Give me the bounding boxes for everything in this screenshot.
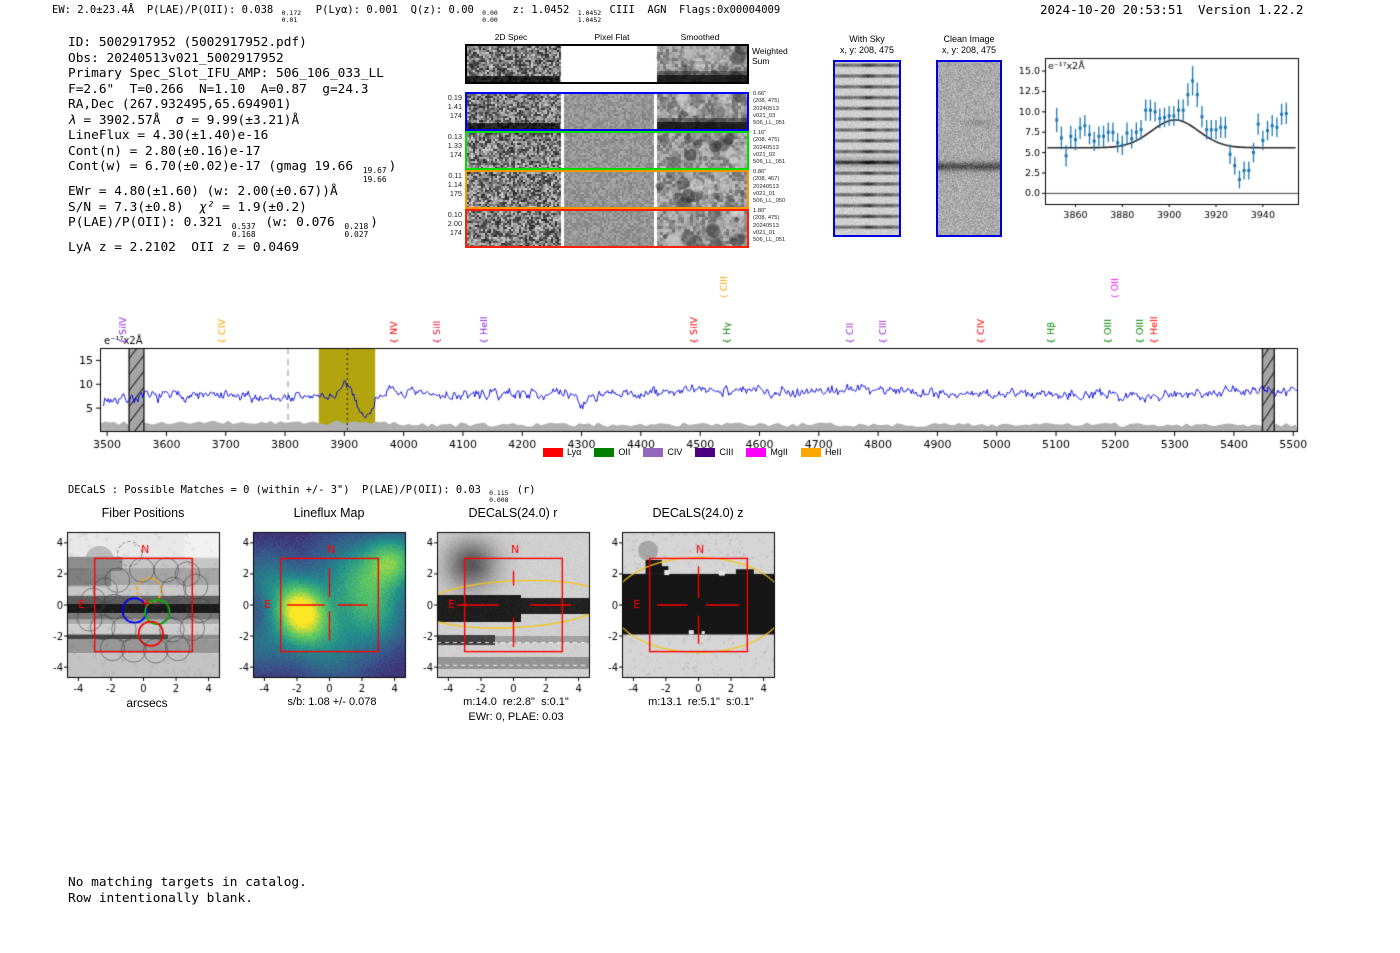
stacked-fraction: 19.67 19.66 [362,166,387,184]
legend-swatch [543,447,563,457]
info-line: Cont(w) = 6.70(±0.02)e-17 (gmag 19.66 19… [68,159,397,184]
decals-r-caption2: EWr: 0, PLAE: 0.03 [468,711,564,723]
spectrum-legend: Lyα OII CIV CIII MgII HeII [543,447,841,457]
fiber-xlabel: arcsecs [126,696,168,710]
decals-r-panel [418,526,608,706]
spec2d-row-left-labels: 0.19 1.41 174 [447,93,462,120]
weighted-sum-strip [465,44,749,84]
spec2d-row-left-labels: 0.11 1.14 175 [447,171,462,198]
full-spectrum-chart [78,262,1310,464]
info-line: Primary Spec_Slot_IFU_AMP: 506_106_033_L… [68,66,384,82]
info-line: λ = 3902.57Å σ = 9.99(±3.21)Å [68,112,300,128]
panel-title-decals-z: DECaLS(24.0) z [652,506,744,520]
lineflux-map-panel [234,526,424,706]
spec2d-row-left-labels: 0.10 2.00 174 [447,210,462,237]
spec2d-row-right-labels: 1.16" (208, 475) 20240513 v021_02 506_LL… [753,130,786,166]
info-line: LyA z = 2.2102 OII z = 0.0469 [68,239,300,255]
catalog-footer-note: No matching targets in catalog. Row inten… [68,875,307,906]
decals-r-caption: m:14.0 re:2.8" s:0.1" [463,696,569,708]
legend-swatch [695,447,716,457]
line-fit-chart [1012,52,1304,224]
weighted-sum-label: Weighted Sum [752,46,788,66]
info-line: EWr = 4.80(±1.60) (w: 2.00(±0.67))Å [68,184,338,200]
fiber-positions-panel [48,526,238,706]
stacked-fraction: 0.537 0.168 [231,222,256,240]
legend-swatch [746,447,767,457]
header-summary: EW: 2.0±23.4Å P(LAE)/P(OII): 0.038 0.172… [52,4,781,25]
decals-match-line: DECaLS : Possible Matches = 0 (within +/… [68,484,536,505]
legend-item: OII [594,447,630,457]
footer-line: Row intentionally blank. [68,890,253,906]
stacked-fraction: 0.115 0.008 [489,489,509,505]
legend-item: HeII [800,447,841,457]
panel-title-decals-r: DECaLS(24.0) r [468,506,558,520]
info-line: F=2.6" T=0.266 N=1.10 A=0.87 g=24.3 [68,81,369,97]
info-line: Obs: 20240513v021_5002917952 [68,50,284,66]
spec2d-row-canvas [465,92,749,131]
decals-z-caption: m:13.1 re:5.1" s:0.1" [648,696,754,708]
col-header-pixelflat: Pixel Flat [594,32,630,42]
detection-info-block: ID: 5002917952 (5002917952.pdf) Obs: 2024… [68,35,396,255]
spec2d-row-canvas [465,209,749,248]
info-line: ID: 5002917952 (5002917952.pdf) [68,35,307,50]
lineflux-caption: s/b: 1.08 +/- 0.078 [287,696,377,708]
clean-image-cutout [936,60,1002,237]
legend-item: MgII [746,447,788,457]
info-line: LineFlux = 4.30(±1.40)e-16 [68,128,269,144]
legend-item: CIII [695,447,733,457]
spec2d-row-right-labels: 1.80" (208, 475) 20240513 v021_01 506_LL… [753,208,786,244]
panel-title-lineflux-map: Lineflux Map [293,506,365,520]
spec2d-row-right-labels: 0.86" (208, 467) 20240513 v021_01 506_LL… [753,169,786,205]
spec2d-row-canvas [465,131,749,170]
info-line: Cont(n) = 2.80(±0.16)e-17 [68,143,261,159]
with-sky-title: With Sky x, y: 208, 475 [839,34,895,55]
legend-swatch [594,447,615,457]
header-timestamp-version: 2024-10-20 20:53:51 Version 1.22.2 [1040,2,1304,17]
info-line: P(LAE)/P(OII): 0.321 0.537 0.168 (w: 0.07… [68,215,378,240]
legend-item: Lyα [543,447,581,457]
spec2d-row-right-labels: 0.66" (208, 475) 20240513 v021_03 506_LL… [753,91,786,127]
stacked-fraction: 0.172 0.01 [281,9,302,25]
spec2d-row-canvas [465,170,749,209]
stacked-fraction: 0.218 0.027 [344,222,369,240]
col-header-smoothed: Smoothed [680,32,720,42]
col-header-2dspec: 2D Spec [494,32,528,42]
stacked-fraction: 0.00 0.00 [482,9,498,25]
footer-line: No matching targets in catalog. [68,875,307,890]
decals-z-panel [603,526,793,706]
info-line: RA,Dec (267.932495,65.694901) [68,97,292,113]
legend-item: CIV [643,447,682,457]
info-line: S/N = 7.3(±0.8) χ² = 1.9(±0.2) [68,199,307,215]
stacked-fraction: 1.0452 1.0452 [577,9,602,25]
spec2d-row-left-labels: 0.13 1.33 174 [447,132,462,159]
legend-swatch [800,447,821,457]
legend-swatch [643,447,664,457]
clean-image-title: Clean Image x, y: 208, 475 [941,34,997,55]
panel-title-fiber-positions: Fiber Positions [101,506,185,520]
with-sky-cutout [833,60,901,237]
